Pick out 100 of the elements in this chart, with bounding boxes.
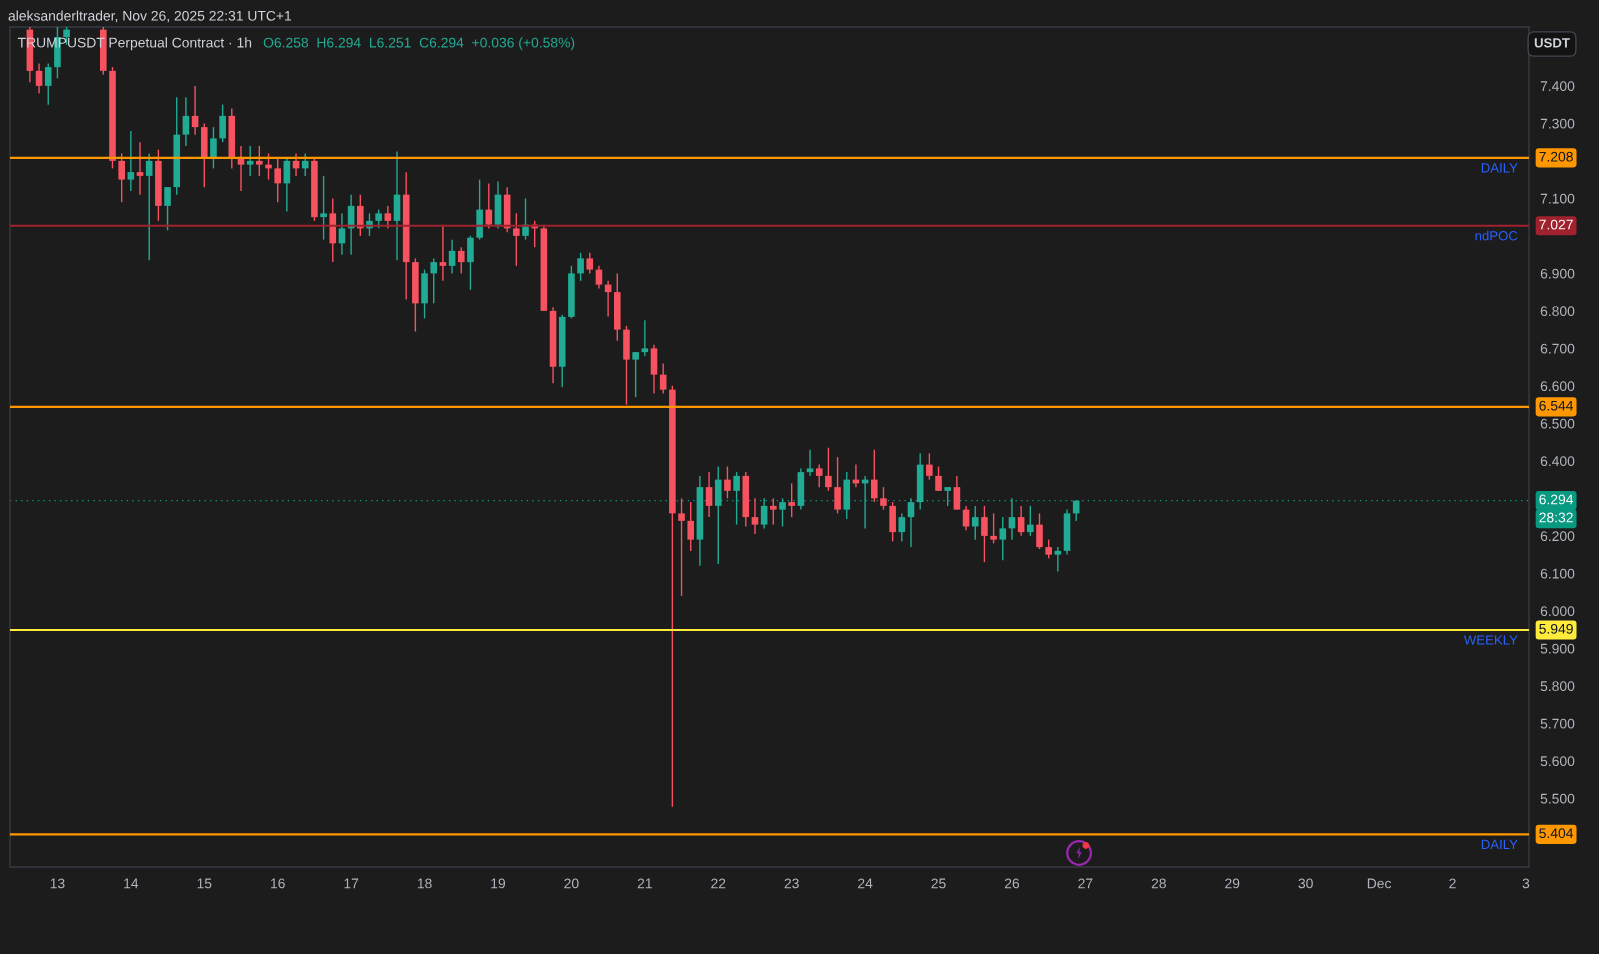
x-tick-label: 20 xyxy=(564,878,579,889)
y-tick-label: 7.100 xyxy=(1540,193,1575,204)
candlestick xyxy=(880,486,887,511)
x-tick-label: 22 xyxy=(711,878,726,889)
candlestick xyxy=(990,512,997,545)
x-tick-label: 13 xyxy=(50,878,65,889)
candlestick xyxy=(384,205,392,230)
x-tick-label: 14 xyxy=(124,878,139,889)
annotation: DAILY xyxy=(1481,163,1518,173)
candlestick xyxy=(999,516,1007,561)
text: 28:32 xyxy=(1539,512,1573,523)
candlestick xyxy=(751,497,759,535)
candlestick xyxy=(632,351,639,398)
ref-line-label: 5.404 xyxy=(1539,828,1574,839)
y-tick-label: 5.800 xyxy=(1540,681,1575,692)
y-tick-label: 5.700 xyxy=(1540,718,1575,729)
candlestick xyxy=(357,193,364,237)
y-tick-label: 6.700 xyxy=(1540,343,1575,354)
candlestick xyxy=(944,486,952,507)
candlestick xyxy=(1027,505,1034,537)
candlestick xyxy=(659,362,667,395)
candlestick xyxy=(595,265,603,290)
candlestick xyxy=(825,447,832,492)
x-tick-label: 30 xyxy=(1298,878,1313,889)
candlestick xyxy=(724,465,731,500)
annotation: DAILY xyxy=(1481,839,1518,849)
candlestick xyxy=(971,505,979,541)
candlestick xyxy=(586,252,594,275)
y-tick-label: 6.200 xyxy=(1540,531,1575,542)
candlestick xyxy=(375,208,382,230)
y-tick-label: 6.500 xyxy=(1540,418,1575,429)
x-tick-label: 18 xyxy=(417,878,432,889)
candlestick xyxy=(641,319,649,357)
candlestick xyxy=(338,212,346,256)
candlestick xyxy=(577,252,584,282)
candlestick xyxy=(35,62,43,95)
x-tick-label: 15 xyxy=(197,878,212,889)
candlestick xyxy=(834,456,841,515)
y-tick-label: 7.400 xyxy=(1540,81,1575,92)
y-tick-label: 6.400 xyxy=(1540,456,1575,467)
y-tick-label: 5.900 xyxy=(1540,643,1575,654)
candlestick xyxy=(815,463,823,488)
candlestick xyxy=(687,501,695,552)
x-tick-label: 21 xyxy=(637,878,652,889)
candlestick xyxy=(448,238,456,275)
candlestick xyxy=(926,452,933,481)
x-tick-label: 19 xyxy=(491,878,506,889)
y-tick-label: 6.600 xyxy=(1540,381,1575,392)
x-tick-label: 27 xyxy=(1078,878,1093,889)
x-tick-label: 17 xyxy=(344,878,359,889)
candlestick xyxy=(485,182,493,230)
ref-line-label: 7.027 xyxy=(1539,219,1573,230)
candlestick xyxy=(274,156,281,203)
y-tick-label: 6.900 xyxy=(1540,268,1575,279)
x-tick-label: 25 xyxy=(931,878,946,889)
x-tick-label: 28 xyxy=(1151,878,1166,889)
candlestick xyxy=(907,497,915,548)
text: USDT xyxy=(1534,38,1570,48)
candlestick xyxy=(182,96,190,147)
candlestick xyxy=(935,465,942,492)
candlestick xyxy=(145,152,153,261)
candlestick xyxy=(1045,538,1052,560)
x-tick-label: 2 xyxy=(1449,878,1456,889)
ref-line-label: 7.208 xyxy=(1539,151,1573,162)
candlestick xyxy=(779,497,786,528)
x-tick-label: 3 xyxy=(1522,878,1530,889)
candlestick xyxy=(513,212,520,267)
candlestick xyxy=(430,257,438,305)
y-tick-label: 5.600 xyxy=(1540,756,1575,767)
candlestick xyxy=(246,145,254,177)
ref-line-label: 6.544 xyxy=(1539,400,1574,411)
candlestick xyxy=(210,126,217,170)
candlestick xyxy=(1054,546,1062,573)
x-tick-label: 29 xyxy=(1225,878,1240,889)
candlestick xyxy=(953,475,961,511)
text: O6.258 H6.294 L6.251 C6.294 +0.036 (+0.58%) xyxy=(263,37,575,51)
x-tick-label: Dec xyxy=(1367,878,1392,889)
annotation: WEEKLY xyxy=(1463,635,1518,645)
candlestick xyxy=(788,482,795,518)
text: aleksanderltrader, Nov 26, 2025 22:31 UTC+1 xyxy=(8,10,292,23)
candlestick xyxy=(981,505,988,563)
candlestick xyxy=(898,512,906,543)
candlestick xyxy=(870,448,878,503)
candlestick xyxy=(44,62,52,106)
candlestick xyxy=(301,152,309,177)
candlestick xyxy=(760,497,768,530)
candlestick xyxy=(457,246,465,275)
candlestick xyxy=(219,103,226,143)
candlestick xyxy=(705,471,713,518)
candlestick xyxy=(733,471,740,526)
candlestick xyxy=(1036,512,1043,550)
candlestick xyxy=(320,175,327,241)
candlestick xyxy=(678,497,685,597)
candlestick xyxy=(127,130,135,192)
candlestick xyxy=(806,448,814,477)
annotation: ndPOC xyxy=(1475,230,1518,241)
ref-line-label: 5.949 xyxy=(1539,623,1573,634)
y-tick-label: 6.100 xyxy=(1540,568,1575,579)
x-tick-label: 26 xyxy=(1004,878,1020,889)
candlestick xyxy=(256,145,263,177)
